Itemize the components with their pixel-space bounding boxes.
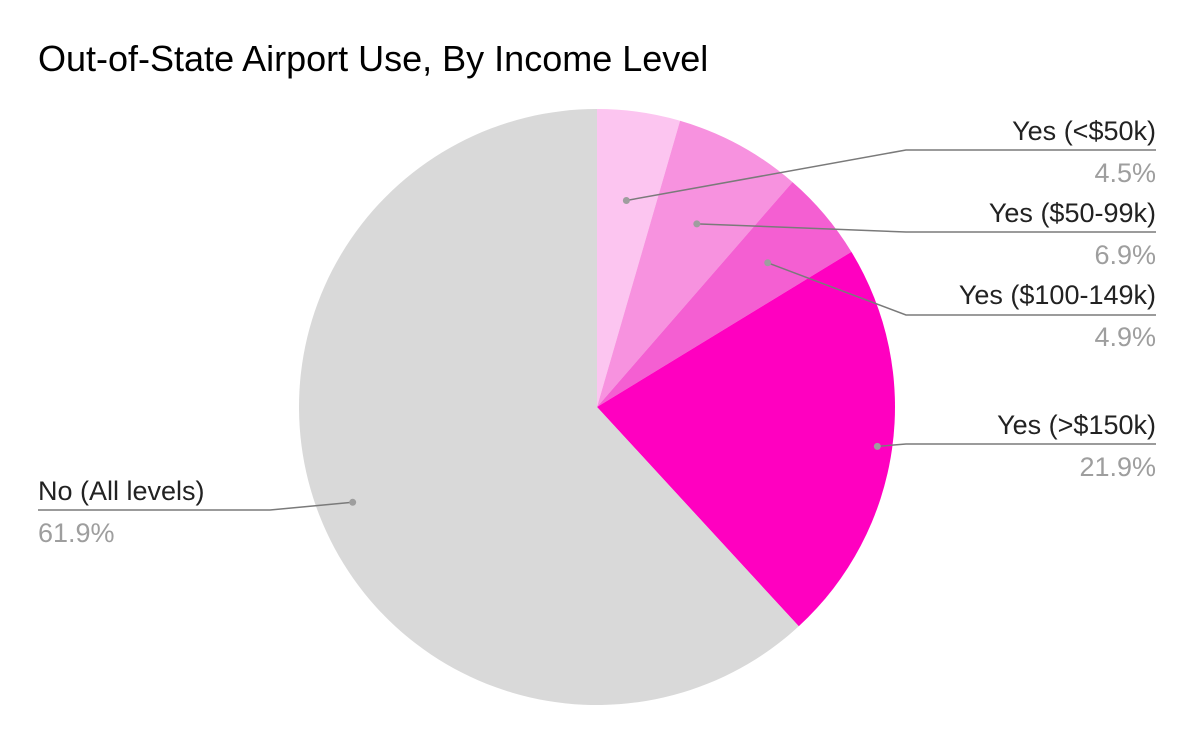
slice-label: Yes ($50-99k) <box>989 198 1156 228</box>
leader-dot <box>622 196 630 204</box>
pie-slices <box>299 109 895 705</box>
leader-dot <box>764 259 772 267</box>
slice-label: Yes (<$50k) <box>1012 116 1156 146</box>
slice-label: Yes ($100-149k) <box>959 280 1156 310</box>
slice-value-label: 6.9% <box>1094 240 1156 270</box>
leader-line <box>626 149 1156 202</box>
pie-slice <box>597 182 852 407</box>
pie-slice <box>597 120 793 407</box>
slice-label: Yes (>$150k) <box>997 410 1156 440</box>
leader-lines <box>38 149 1156 511</box>
pie-slice <box>597 251 895 627</box>
slice-value-label: 61.9% <box>38 518 115 548</box>
leader-line <box>877 443 1156 448</box>
leader-dot <box>693 220 701 228</box>
chart-title: Out-of-State Airport Use, By Income Leve… <box>38 38 709 79</box>
leader-dot <box>349 498 357 506</box>
pie-slice <box>597 109 681 407</box>
slice-value-label: 21.9% <box>1079 452 1156 482</box>
leader-line <box>767 262 1156 316</box>
slice-labels: Yes (<$50k) 4.5% Yes ($50-99k) 6.9% Yes ($10… <box>38 116 1156 548</box>
slice-label: No (All levels) <box>38 476 205 506</box>
leader-dot <box>873 442 881 450</box>
leader-line <box>38 501 353 511</box>
slice-value-label: 4.5% <box>1094 158 1156 188</box>
slice-value-label: 4.9% <box>1094 322 1156 352</box>
leader-line <box>696 223 1156 233</box>
pie-slice <box>299 109 799 705</box>
